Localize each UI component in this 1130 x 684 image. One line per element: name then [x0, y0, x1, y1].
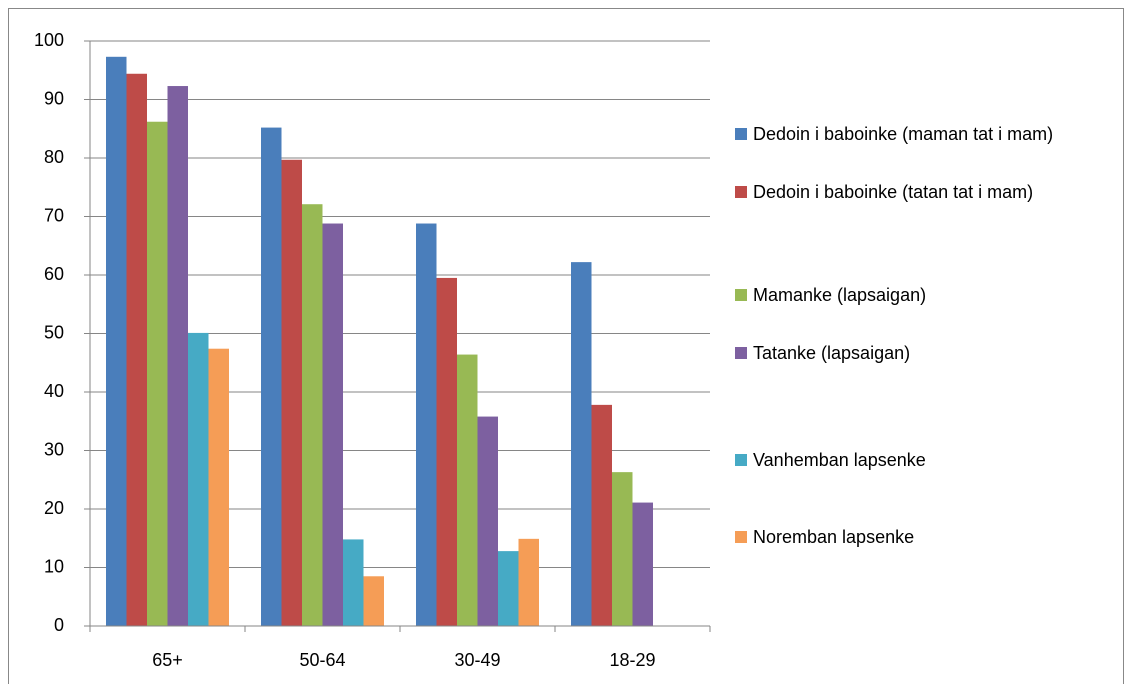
legend-swatch: [735, 347, 747, 359]
bar: [363, 576, 384, 626]
x-tick-label: 30-49: [454, 650, 500, 670]
bar: [322, 223, 343, 626]
bar: [632, 502, 653, 626]
bar: [302, 204, 323, 626]
y-tick-label: 0: [54, 615, 64, 635]
chart-frame: [8, 8, 1124, 684]
legend-entry: Vanhemban lapsenke: [735, 443, 1105, 477]
y-tick-label: 20: [44, 498, 64, 518]
bar: [261, 127, 282, 626]
legend-entry: Tatanke (lapsaigan): [735, 336, 1105, 370]
bar: [498, 551, 519, 626]
legend-swatch: [735, 531, 747, 543]
legend-entry: Noremban lapsenke: [735, 520, 1105, 554]
y-tick-label: 40: [44, 381, 64, 401]
bar: [571, 262, 592, 626]
legend-label: Mamanke (lapsaigan): [753, 285, 927, 305]
y-tick-label: 80: [44, 147, 64, 167]
y-tick-label: 70: [44, 205, 64, 225]
legend-swatch: [735, 454, 747, 466]
bar: [457, 354, 478, 626]
legend-label: Dedoin i baboinke (tatan tat i mam): [753, 182, 1034, 202]
y-tick-label: 90: [44, 88, 64, 108]
legend-swatch: [735, 289, 747, 301]
x-tick-label: 18-29: [609, 650, 655, 670]
bar: [281, 159, 302, 626]
bar: [343, 539, 364, 626]
x-tick-label: 65+: [152, 650, 183, 670]
bar: [612, 472, 633, 626]
bar: [477, 416, 498, 626]
legend-label: Dedoin i baboinke (maman tat i mam): [753, 124, 1054, 144]
y-tick-label: 10: [44, 556, 64, 576]
bar: [436, 277, 457, 626]
legend-swatch: [735, 128, 747, 140]
legend-label: Noremban lapsenke: [753, 527, 915, 547]
bar: [167, 86, 188, 627]
bar: [147, 121, 168, 626]
legend-entry: Dedoin i baboinke (maman tat i mam): [735, 117, 1105, 151]
legend-label: Vanhemban lapsenke: [753, 450, 926, 470]
y-tick-label: 100: [34, 30, 64, 50]
bar: [208, 348, 229, 626]
bar: [591, 404, 612, 626]
legend-swatch: [735, 186, 747, 198]
y-tick-label: 30: [44, 439, 64, 459]
legend-label: Tatanke (lapsaigan): [753, 343, 911, 363]
bar: [518, 538, 539, 626]
y-tick-label: 60: [44, 264, 64, 284]
bar: [106, 56, 127, 627]
bar: [416, 223, 437, 626]
legend-entry: Mamanke (lapsaigan): [735, 278, 1105, 312]
legend-entry: Dedoin i baboinke (tatan tat i mam): [735, 175, 1105, 209]
y-tick-label: 50: [44, 322, 64, 342]
bar: [126, 73, 147, 626]
x-tick-label: 50-64: [299, 650, 345, 670]
bar: [188, 332, 209, 626]
